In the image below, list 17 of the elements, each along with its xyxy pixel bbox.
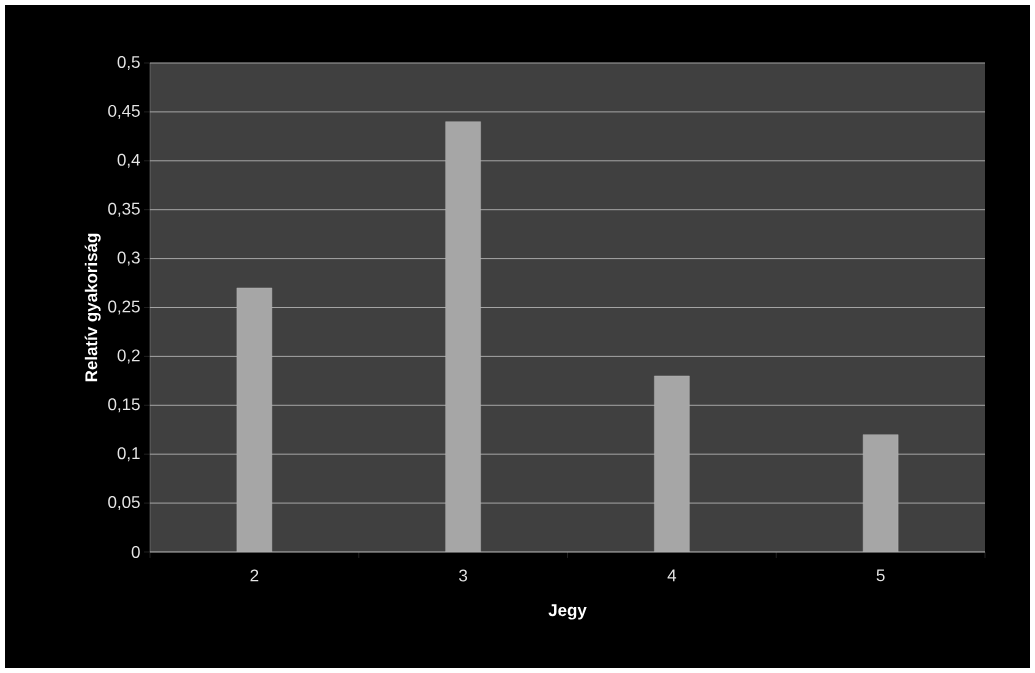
y-tick-label: 0,35 bbox=[108, 202, 140, 217]
x-tick-label: 3 bbox=[459, 569, 468, 582]
y-tick-label: 0,45 bbox=[108, 104, 140, 119]
y-tick-label: 0,2 bbox=[117, 349, 140, 364]
x-tick-label: 5 bbox=[876, 569, 885, 582]
x-axis-title: Jegy bbox=[548, 604, 587, 620]
y-tick-label: 0,5 bbox=[117, 55, 140, 70]
y-tick-label: 0,4 bbox=[117, 153, 140, 168]
y-tick-label: 0,25 bbox=[108, 300, 140, 315]
y-tick-label: 0,1 bbox=[117, 447, 140, 462]
x-tick-label: 4 bbox=[667, 569, 677, 582]
y-tick-label: 0,3 bbox=[117, 251, 140, 266]
y-tick-label: 0,05 bbox=[108, 496, 140, 511]
y-axis-title: Relatív gyakoriság bbox=[84, 233, 101, 382]
y-tick-label: 0 bbox=[131, 545, 140, 558]
x-tick-label: 2 bbox=[250, 569, 259, 582]
y-tick-label: 0,15 bbox=[108, 398, 140, 413]
